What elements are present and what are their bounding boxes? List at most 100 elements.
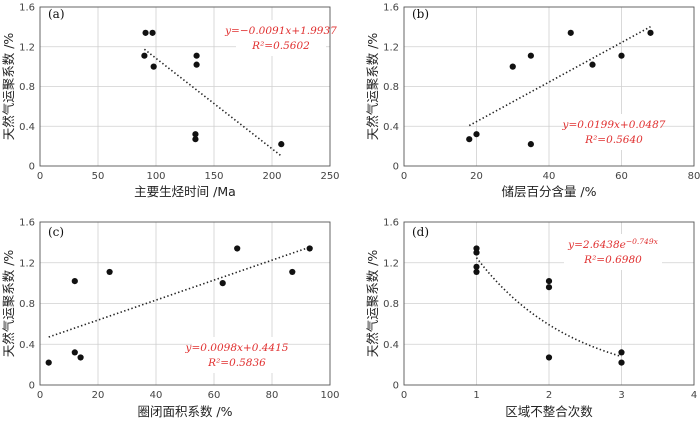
x-axis-label: 圈闭面积系数 /% [137,404,232,419]
data-point [618,52,625,59]
r-squared: R²=0.5836 [207,357,266,369]
y-tick-label: 1.2 [383,42,399,53]
y-tick-label: 1.6 [383,3,399,14]
y-tick-label: 0 [393,381,399,392]
y-tick-label: 0 [29,162,35,173]
equation-box [568,114,660,150]
x-tick-label: 0 [37,171,43,182]
x-tick-label: 80 [688,171,700,182]
r-squared: R²=0.6980 [583,254,642,266]
equation-box [236,20,326,56]
data-point [618,349,625,356]
data-point [306,245,313,252]
y-tick-label: 1.2 [19,258,35,269]
y-tick-label: 0.8 [383,82,399,93]
x-tick-label: 100 [146,171,165,182]
y-tick-label: 0.8 [19,82,35,93]
y-axis-label: 天然气运聚系数 /% [1,250,16,358]
data-point [527,52,534,59]
x-tick-label: 40 [150,390,163,401]
y-tick-label: 0 [393,162,399,173]
x-tick-label: 2 [546,390,552,401]
data-point [289,268,296,276]
data-point [71,277,78,285]
data-point [647,29,654,36]
panel-label: (b) [412,7,429,21]
r-squared: R²=0.5640 [584,134,643,146]
data-point [193,61,200,68]
data-point [193,52,200,59]
data-point [150,63,157,70]
plot-frame [39,6,331,167]
x-tick-label: 20 [92,390,105,401]
x-tick-label: 3 [618,390,624,401]
trend-line [475,257,622,358]
x-tick-label: 250 [320,171,339,182]
x-tick-label: 80 [266,390,279,401]
y-tick-label: 1.6 [19,3,35,14]
chart-panel: 0 20 40 60 80 0 0.4 0.8 1.2 1.6 (b) 储层百分含量 /% 天然气运聚系… [365,3,700,200]
y-axis-label: 天然气运聚系数 /% [365,33,380,141]
chart-panel: 0 50 100 150 200 250 0 0.4 0.8 1.2 1.6 (a) 主要生烃时间 /M… [1,3,340,200]
data-point [473,263,480,270]
data-point [545,354,553,361]
x-tick-label: 0 [401,171,407,182]
y-tick-label: 0.8 [383,299,399,310]
data-point [567,29,574,36]
regression-equation: y=0.0098x+0.4415 [185,342,289,354]
r-squared: R²=0.5602 [251,40,310,52]
x-tick-label: 0 [37,390,43,401]
regression-equation: y=0.0199x+0.0487 [562,119,666,131]
x-tick-label: 50 [92,171,105,182]
x-tick-label: 20 [470,171,483,182]
y-tick-label: 0 [29,381,35,392]
y-tick-label: 0.8 [19,299,35,310]
regression-equation: y=−0.0091x+1.9937 [224,25,337,37]
x-tick-label: 100 [320,390,339,401]
data-point [545,284,553,291]
panel-label: (c) [48,225,64,239]
y-tick-label: 1.2 [19,42,35,53]
data-point [77,354,84,361]
y-axis-label: 天然气运聚系数 /% [1,33,16,141]
data-point [473,131,480,138]
data-point [234,245,241,252]
x-axis-label: 储层百分含量 /% [501,184,596,199]
y-tick-label: 0.4 [19,122,35,133]
data-point [149,29,156,36]
data-point [527,141,534,148]
plot-frame [39,221,331,386]
data-point [278,141,285,148]
plot-frame [403,6,695,167]
x-axis-label: 区域不整合次数 [505,404,593,419]
data-point [192,136,199,143]
y-tick-label: 0.4 [383,122,399,133]
equation-box [564,234,662,270]
data-point [473,268,480,276]
y-tick-label: 1.6 [19,218,35,229]
trend-line [48,246,310,338]
data-point [618,359,625,366]
data-point [45,359,52,366]
x-tick-label: 150 [204,171,223,182]
data-point [545,277,553,285]
plot-frame [403,221,695,386]
data-point [466,136,473,143]
data-point [589,61,596,68]
panel-label: (d) [412,225,429,239]
y-tick-label: 1.6 [383,218,399,229]
x-tick-label: 40 [543,171,556,182]
y-tick-label: 1.2 [383,258,399,269]
panel-label: (a) [48,7,65,21]
y-tick-label: 0.4 [19,340,35,351]
x-tick-label: 4 [691,390,697,401]
data-point [473,249,480,256]
y-tick-label: 0.4 [383,340,399,351]
trend-line [468,25,651,127]
data-point [142,29,149,36]
x-tick-label: 0 [401,390,407,401]
y-axis-label: 天然气运聚系数 /% [365,250,380,358]
